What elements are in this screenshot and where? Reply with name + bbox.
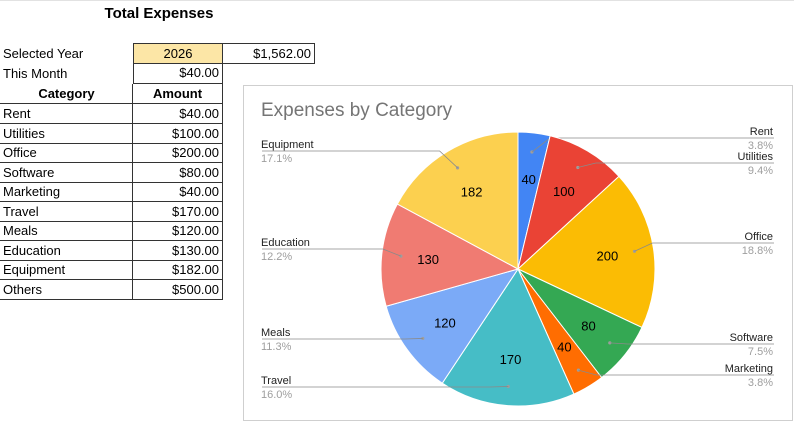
slice-value-label: 80	[581, 319, 595, 334]
pie-slice-meals[interactable]	[385, 268, 520, 384]
table-row-category[interactable]: Education	[0, 241, 133, 261]
table-row-amount[interactable]: $40.00	[132, 104, 223, 124]
slice-value-label: 182	[461, 184, 483, 199]
slice-percent-label: 3.8%	[748, 377, 773, 389]
slice-name-label: Office	[744, 231, 773, 243]
slice-value-label: 200	[597, 248, 619, 263]
slice-percent-label: 17.1%	[261, 153, 292, 165]
table-row-amount[interactable]: $170.00	[132, 202, 223, 222]
slice-name-label: Equipment	[261, 139, 314, 151]
table-row-amount[interactable]: $200.00	[132, 143, 223, 163]
table-row-amount[interactable]: $80.00	[132, 163, 223, 183]
this-month-value-cell[interactable]: $40.00	[133, 63, 223, 84]
pie-chart-svg: 40 Rent 3.8% 100 Utilities 9.4% 200 Office 18.8%…	[261, 126, 774, 407]
chart-title: Expenses by Category	[261, 100, 453, 121]
pie-slice-equipment[interactable]	[396, 131, 519, 270]
leader-line	[577, 162, 774, 168]
table-row-amount[interactable]: $40.00	[132, 182, 223, 202]
pie-slice-travel[interactable]	[441, 267, 575, 407]
slice-name-label: Meals	[261, 327, 291, 339]
sheet-gridline	[0, 0, 794, 1]
table-row-category[interactable]: Utilities	[0, 124, 133, 144]
leader-line	[262, 248, 402, 257]
table-row-category[interactable]: Marketing	[0, 182, 133, 202]
this-month-label: This Month	[3, 66, 68, 81]
leader-line	[262, 338, 423, 340]
table-row-category[interactable]: Office	[0, 143, 133, 163]
leader-line	[609, 342, 774, 345]
table-row-category[interactable]: Software	[0, 163, 133, 183]
slice-percent-label: 11.3%	[261, 341, 292, 353]
table-row-amount[interactable]: $182.00	[132, 260, 223, 280]
selected-year-cell[interactable]: 2026	[133, 43, 223, 64]
slice-name-label: Software	[730, 332, 773, 344]
slice-percent-label: 9.4%	[748, 165, 773, 177]
slice-value-label: 120	[434, 315, 456, 330]
table-row-category[interactable]: Equipment	[0, 260, 133, 280]
table-row-amount[interactable]: $120.00	[132, 221, 223, 241]
table-row-amount[interactable]: $100.00	[132, 124, 223, 144]
slice-percent-label: 16.0%	[261, 389, 292, 401]
slice-name-label: Travel	[261, 375, 291, 387]
slice-percent-label: 12.2%	[261, 251, 292, 263]
sheet-title: Total Expenses	[104, 5, 214, 22]
table-row-category[interactable]: Others	[0, 280, 133, 300]
expenses-pie-chart[interactable]: Expenses by Category 40 Rent 3.8% 100 Utilit…	[243, 85, 793, 421]
leader-line	[262, 150, 458, 169]
amount-header: Amount	[132, 84, 223, 104]
leader-line	[262, 386, 509, 388]
slice-percent-label: 7.5%	[748, 346, 773, 358]
slice-name-label: Utilities	[738, 151, 774, 163]
leader-line	[578, 369, 774, 376]
pie-slice-utilities[interactable]	[517, 135, 620, 271]
table-row-amount[interactable]: $130.00	[132, 241, 223, 261]
slice-name-label: Rent	[750, 126, 773, 138]
table-row-category[interactable]: Meals	[0, 221, 133, 241]
slice-value-label: 40	[521, 172, 535, 187]
table-row-category[interactable]: Rent	[0, 104, 133, 124]
slice-percent-label: 3.8%	[748, 140, 773, 152]
selected-year-total-cell[interactable]: $1,562.00	[222, 43, 315, 64]
table-row-category[interactable]: Travel	[0, 202, 133, 222]
slice-name-label: Education	[261, 237, 310, 249]
pie-slice-education[interactable]	[380, 203, 520, 307]
slice-value-label: 130	[417, 252, 439, 267]
category-header: Category	[0, 84, 133, 104]
slice-value-label: 100	[553, 184, 575, 199]
table-row-amount[interactable]: $500.00	[132, 280, 223, 300]
slice-percent-label: 18.8%	[742, 245, 773, 257]
leader-line	[634, 242, 774, 252]
slice-name-label: Marketing	[725, 363, 773, 375]
selected-year-label: Selected Year	[3, 46, 84, 61]
pie-slice-office[interactable]	[517, 175, 656, 329]
slice-value-label: 170	[500, 352, 522, 367]
slice-value-label: 40	[557, 340, 571, 355]
